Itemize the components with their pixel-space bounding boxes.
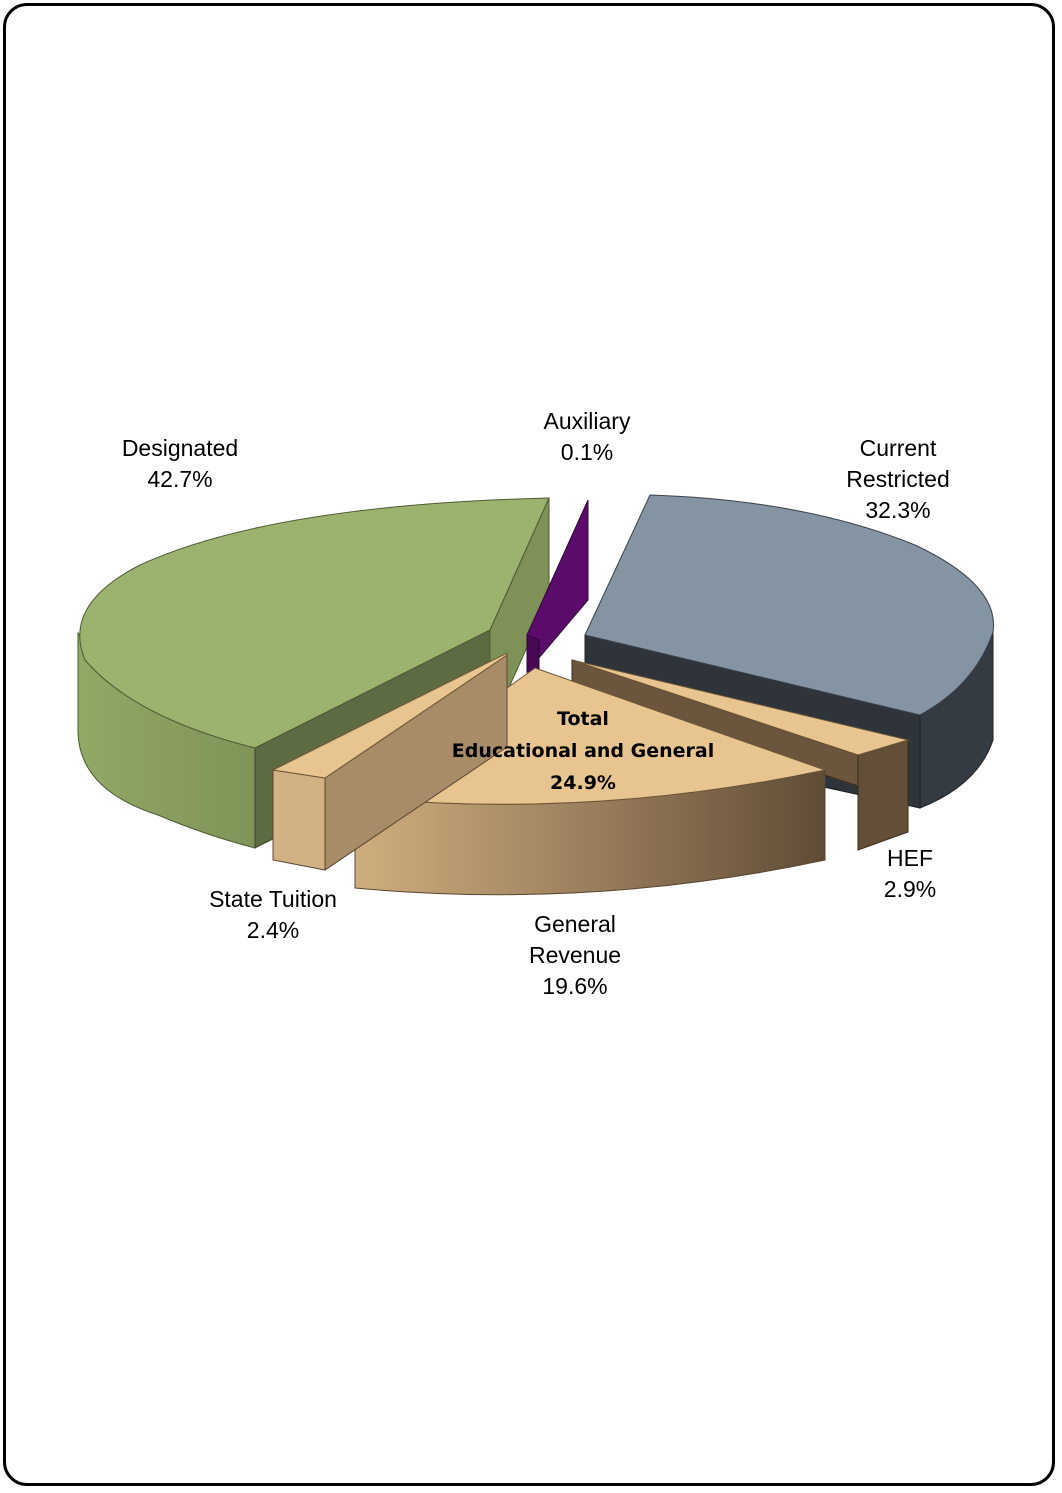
- slice-state-tuition: [271, 652, 508, 871]
- label-state-tuition: State Tuition 2.4%: [209, 886, 337, 943]
- label-general-revenue: General Revenue 19.6%: [528, 911, 622, 999]
- slice-auxiliary: [526, 499, 589, 674]
- slice-hef: [571, 659, 910, 851]
- label-hef: HEF 2.9%: [883, 845, 937, 902]
- chart-frame: [3, 3, 1055, 1486]
- label-auxiliary: Auxiliary 0.1%: [543, 408, 631, 465]
- label-total-educational-and-general: Total Educational and General 24.9%: [451, 708, 715, 794]
- label-designated: Designated 42.7%: [121, 435, 239, 492]
- label-current-restricted: Current Restricted 32.3%: [846, 435, 950, 523]
